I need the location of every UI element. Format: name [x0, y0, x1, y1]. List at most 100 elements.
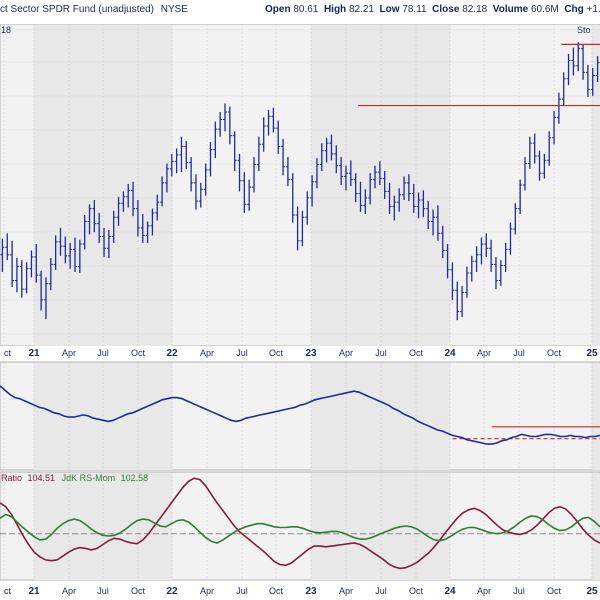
time-axis-labels-bottom: ct 21 Apr Jul Oct 22 Apr Jul Oct 23 Apr Jul Oct 24 Apr… — [4, 586, 598, 597]
ohlc-bar — [348, 160, 353, 187]
price-resistance-lines — [358, 43, 600, 107]
ohlc-bar — [397, 188, 402, 212]
ohlc-bar — [445, 244, 450, 279]
ohlc-readout: Open 80.61 High 82.21 Low 78.11 Close 82… — [265, 4, 600, 15]
time-tick-label: Oct — [547, 586, 562, 596]
ohlc-bar — [493, 256, 498, 290]
ohlc-bar — [198, 182, 203, 208]
ohlc-bar — [571, 47, 576, 76]
ohlc-bar — [281, 138, 286, 176]
ohlc-bar — [377, 161, 382, 185]
ohlc-bar — [92, 200, 97, 233]
ohlc-bar — [223, 103, 227, 132]
time-tick-label: Jul — [97, 586, 109, 596]
year-shade — [311, 363, 450, 470]
time-tick-label: Jul — [513, 348, 525, 358]
ohlc-bar — [271, 107, 276, 133]
relative-strength-line — [0, 385, 600, 445]
time-tick-label: Jul — [375, 348, 387, 358]
ohlc-bar — [518, 179, 523, 214]
ohlc-bar — [581, 44, 586, 80]
time-tick-label: Apr — [200, 348, 214, 358]
time-tick-label: Jul — [236, 586, 248, 596]
ohlc-bar — [232, 131, 237, 172]
ohlc-bar — [314, 158, 319, 189]
ohlc-bar — [0, 238, 5, 272]
ohlc-bar — [411, 183, 416, 213]
time-tick-label: Apr — [339, 586, 353, 596]
price-bars — [0, 42, 600, 321]
ohlc-bar — [135, 200, 140, 237]
ohlc-bar — [537, 150, 542, 181]
close-label: Close — [432, 4, 460, 15]
ohlc-bar — [329, 134, 334, 161]
ohlc-bar — [73, 237, 77, 272]
legend-ratio-label: Ratio — [1, 473, 22, 483]
ohlc-bar — [29, 250, 34, 278]
time-tick-label: ct — [4, 348, 12, 358]
low-value: 78.11 — [402, 4, 427, 15]
time-tick-label: 25 — [586, 348, 598, 359]
close-value: 82.18 — [462, 4, 488, 15]
ohlc-bar — [203, 163, 208, 196]
legend-momentum-value: 102.58 — [121, 473, 149, 483]
ohlc-bar — [87, 204, 92, 235]
ohlc-bar — [34, 244, 39, 283]
ohlc-bar — [479, 237, 484, 265]
ohlc-bar — [237, 153, 242, 192]
ohlc-bar — [53, 235, 58, 270]
ohlc-bar — [179, 136, 184, 173]
ohlc-bar — [542, 153, 547, 179]
time-tick-label: 22 — [166, 348, 178, 359]
ohlc-bar — [227, 106, 232, 145]
ohlc-bar — [189, 157, 194, 192]
time-tick-label: 25 — [586, 586, 598, 597]
time-tick-label: Apr — [62, 586, 76, 596]
ohlc-bar — [213, 121, 218, 159]
ohlc-bar — [305, 191, 310, 225]
time-tick-label: 21 — [28, 348, 40, 359]
year-shade — [592, 25, 600, 346]
time-tick-label: Jul — [97, 348, 109, 358]
ohlc-bar — [440, 225, 445, 258]
ohlc-bar — [290, 173, 295, 223]
ohlc-bar — [464, 266, 469, 298]
time-axis — [0, 346, 600, 360]
chg-value: +1. — [586, 4, 600, 15]
year-shade — [311, 473, 450, 580]
ohlc-bar — [353, 173, 358, 203]
ohlc-bar — [43, 277, 48, 320]
ohlc-bar — [97, 212, 102, 243]
ohlc-bar — [68, 242, 73, 269]
legend-ratio-value: 104.51 — [28, 473, 56, 483]
legend-momentum-label: JdK RS-Mom — [62, 473, 116, 483]
ohlc-bar — [106, 230, 111, 258]
ohlc-bar — [140, 213, 145, 243]
ohlc-bar — [295, 206, 300, 251]
ohlc-bar — [527, 136, 532, 169]
ohlc-bar — [208, 142, 213, 177]
ohlc-bar — [256, 136, 261, 172]
ohlc-bar — [566, 54, 571, 86]
ohlc-bar — [489, 239, 494, 272]
high-label: High — [323, 4, 347, 15]
time-tick-label: 23 — [305, 586, 317, 597]
ohlc-bar — [285, 157, 290, 187]
ohlc-bar — [324, 137, 329, 163]
title-text: ct Sector SPDR Fund (unadjusted) — [0, 4, 154, 15]
ohlc-bar — [276, 120, 281, 154]
time-tick-label: Oct — [131, 586, 146, 596]
ohlc-bar — [460, 285, 465, 318]
year-shade — [311, 25, 450, 346]
low-label: Low — [379, 4, 400, 15]
ohlc-bar — [145, 221, 150, 243]
time-tick-label: Apr — [339, 348, 353, 358]
ohlc-bar — [421, 190, 426, 218]
time-tick-label: Oct — [409, 586, 424, 596]
ohlc-bar — [24, 262, 29, 294]
ohlc-bar — [368, 173, 373, 205]
volume-label: Volume — [492, 4, 529, 15]
ohlc-bar — [556, 92, 561, 124]
ohlc-bar — [121, 191, 126, 212]
ohlc-bar — [552, 110, 557, 145]
